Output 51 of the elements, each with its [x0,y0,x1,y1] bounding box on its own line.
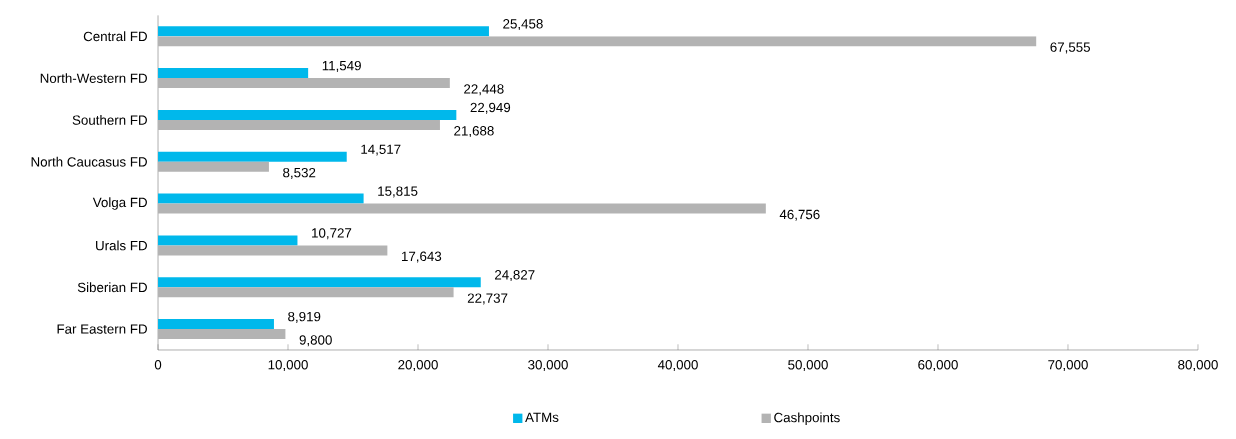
bar [158,119,440,130]
x-tick-label: 10,000 [268,360,308,372]
bar [158,78,450,89]
bar [158,277,481,288]
bar [158,109,457,120]
data-label: 8,919 [288,311,321,323]
bar [158,329,286,340]
data-label: 17,643 [401,251,442,263]
data-label: 22,737 [467,293,508,305]
y-tick-label: Central FD [83,31,147,42]
y-tick-label: North Caucasus FD [31,156,147,167]
y-tick-label: Far Eastern FD [57,324,147,334]
bar [158,235,298,246]
legend-label: ATMs [525,412,559,423]
bar [158,161,269,172]
data-label: 22,448 [464,84,504,96]
legend-label: Cashpoints [774,412,840,425]
y-tick-label: Siberian FD [77,282,147,293]
bar [158,319,274,330]
x-tick-label: 30,000 [528,360,568,372]
x-tick-label: 70,000 [1048,360,1088,372]
bar [158,68,309,79]
y-tick-label: Urals FD [96,240,147,251]
data-label: 67,555 [1050,42,1091,54]
data-label: 8,532 [283,167,316,179]
data-label: 11,549 [322,60,361,72]
data-label: 9,800 [299,335,332,347]
data-label: 46,756 [779,209,820,221]
x-tick-label: 60,000 [918,360,958,372]
x-tick-label: 50,000 [788,360,828,372]
bar [158,26,489,37]
bar [158,193,364,204]
bar [158,245,388,256]
data-label: 24,827 [495,270,535,282]
bar [158,287,454,298]
y-tick-label: North-Western FD [40,73,147,83]
x-tick-label: 0 [154,360,162,370]
data-label: 22,949 [470,102,511,114]
data-label: 10,727 [312,228,352,240]
y-tick-label: Volga FD [92,197,147,210]
bar [158,151,347,162]
x-tick-label: 20,000 [398,360,438,372]
data-label: 15,815 [378,186,418,198]
data-label: 21,688 [454,126,494,138]
bar [158,203,766,214]
bar [158,36,1037,47]
x-tick-label: 80,000 [1178,360,1218,372]
x-tick-label: 40,000 [657,360,698,372]
y-tick-label: Southern FD [72,115,147,125]
data-label: 14,517 [361,144,401,156]
data-label: 25,458 [503,19,543,31]
